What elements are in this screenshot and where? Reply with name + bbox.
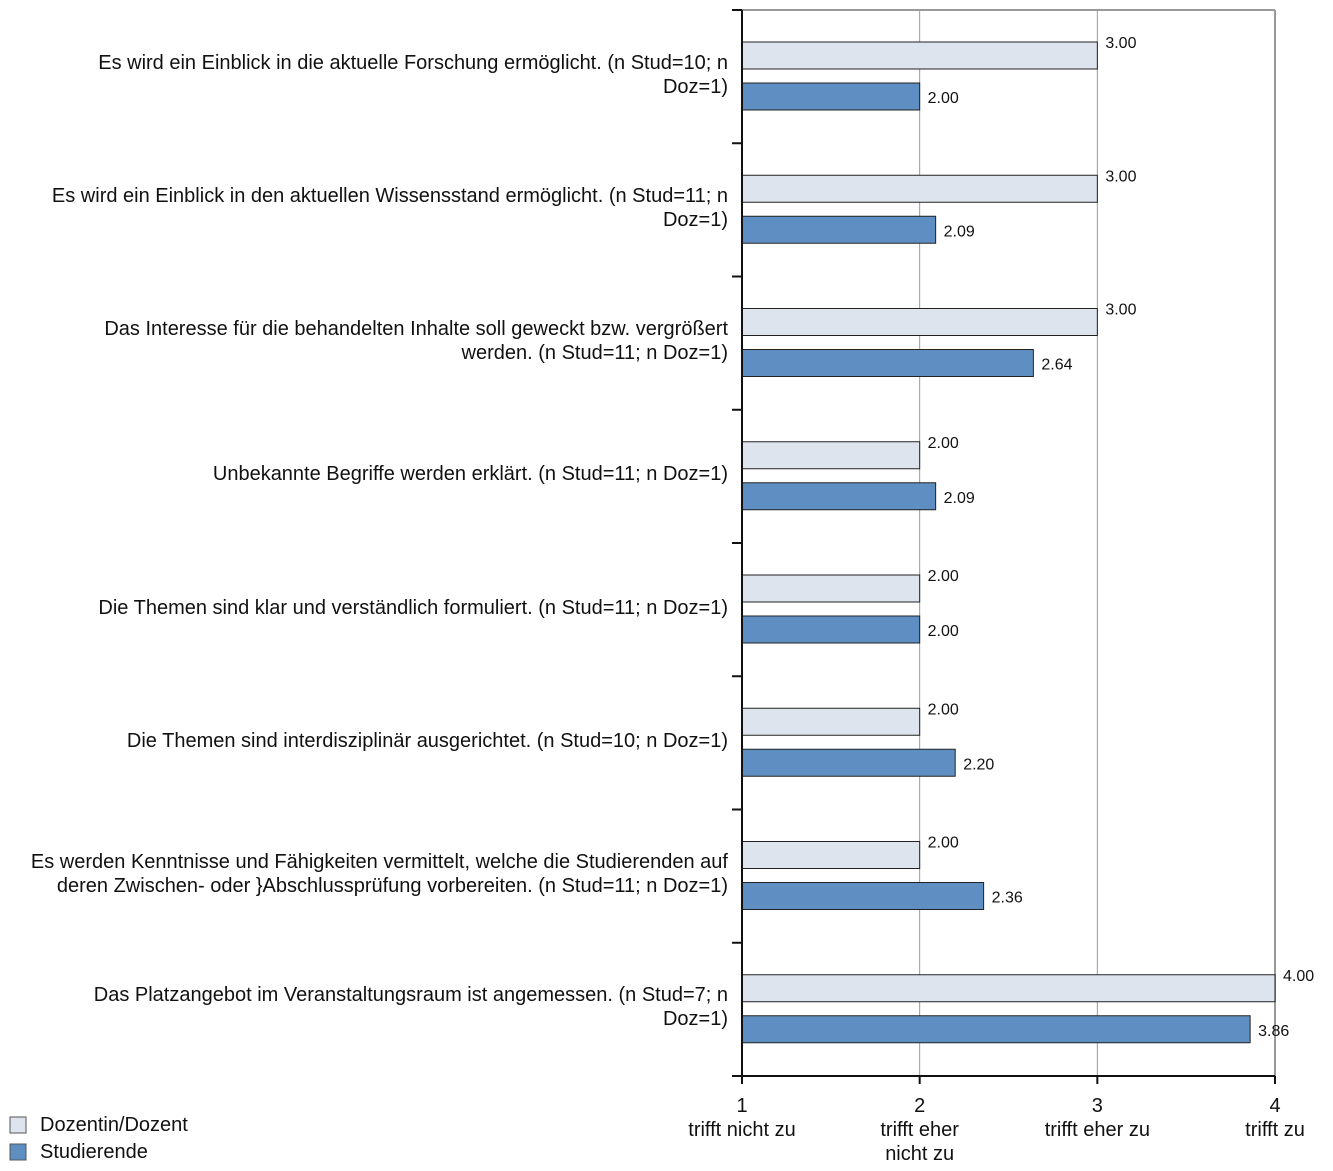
x-tick-label: 2 <box>914 1095 926 1117</box>
bar <box>741 574 921 603</box>
legend-label: Studierende <box>40 1141 148 1163</box>
value-label: 2.09 <box>944 223 975 240</box>
x-scale-label: trifft nicht zu <box>688 1119 796 1141</box>
value-label: 4.00 <box>1283 968 1314 985</box>
value-label: 2.09 <box>944 490 975 507</box>
bar <box>741 441 921 470</box>
legend-swatch <box>9 1143 27 1161</box>
bar <box>741 841 921 869</box>
value-label: 3.00 <box>1105 168 1136 185</box>
bar <box>741 82 921 111</box>
value-label: 2.00 <box>928 435 959 452</box>
x-tick-label: 4 <box>1269 1095 1281 1117</box>
bar <box>741 349 1034 377</box>
value-label: 2.64 <box>1041 357 1072 374</box>
x-tick-label: 3 <box>1091 1095 1103 1117</box>
x-tick-label: 1 <box>736 1095 748 1117</box>
bar <box>741 1015 1251 1044</box>
bar <box>741 215 937 244</box>
bar <box>741 41 1098 70</box>
legend-label: Dozentin/Dozent <box>40 1114 188 1136</box>
bar <box>741 174 1098 203</box>
legend-swatch <box>9 1116 27 1134</box>
value-label: 3.00 <box>1105 302 1136 319</box>
category-label: Es werden Kenntnisse und Fähigkeiten ver… <box>30 851 728 898</box>
category-label: Es wird ein Einblick in den aktuellen Wi… <box>51 184 728 231</box>
value-label: 2.36 <box>992 890 1023 907</box>
value-label: 3.86 <box>1258 1023 1289 1040</box>
category-label: Das Platzangebot im Veranstaltungsraum i… <box>93 984 728 1031</box>
value-label: 2.20 <box>963 756 994 773</box>
value-label: 3.00 <box>1105 35 1136 52</box>
value-label: 2.00 <box>928 835 959 852</box>
bar <box>741 615 921 644</box>
bar <box>741 707 921 736</box>
category-label: Es wird ein Einblick in die aktuelle For… <box>98 51 728 98</box>
bar <box>741 308 1098 336</box>
category-label: Die Themen sind klar und verständlich fo… <box>98 596 728 619</box>
bar <box>741 974 1276 1003</box>
x-scale-label: trifft zu <box>1245 1119 1305 1141</box>
bar <box>741 882 985 910</box>
category-label: Die Themen sind interdisziplinär ausgeri… <box>126 729 728 752</box>
x-scale-label: trifft eher nicht zu <box>880 1119 959 1165</box>
category-label: Unbekannte Begriffe werden erklärt. (n S… <box>212 463 728 486</box>
value-label: 2.00 <box>928 701 959 718</box>
value-label: 2.00 <box>928 568 959 585</box>
x-scale-label: trifft eher zu <box>1044 1119 1150 1141</box>
value-label: 2.00 <box>928 623 959 640</box>
bar <box>741 748 956 777</box>
bar <box>741 482 937 511</box>
category-label: Das Interesse für die behandelten Inhalt… <box>104 318 728 365</box>
value-label: 2.00 <box>928 90 959 107</box>
